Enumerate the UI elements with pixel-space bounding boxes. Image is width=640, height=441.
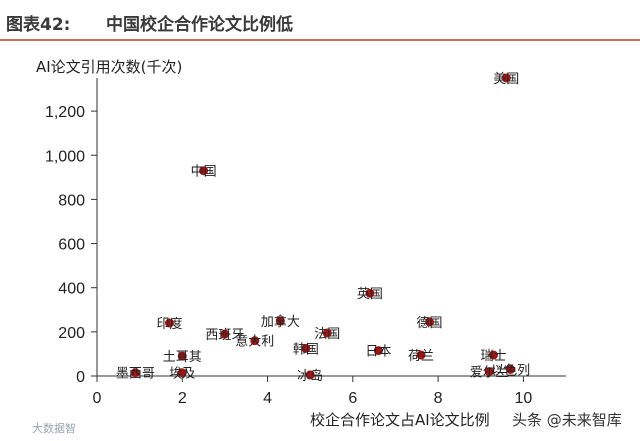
scatter-point <box>501 73 511 83</box>
scatter-point <box>220 329 230 339</box>
y-tick-label: 1,000 <box>45 148 85 165</box>
scatter-point <box>130 368 140 378</box>
scatter-point <box>373 346 383 356</box>
scatter-point <box>177 368 187 378</box>
scatter-point <box>489 350 499 360</box>
point-label: 法国 <box>314 327 340 342</box>
x-tick-label: 10 <box>514 390 532 407</box>
y-ticks: 0 200 400 600 800 1,000 1,200 <box>45 104 97 386</box>
x-ticks: 0 2 4 6 8 10 <box>93 376 532 407</box>
watermark: 头条 @未来智库 <box>512 411 622 429</box>
figure-title: 中国校企合作论文比例低 <box>106 14 293 35</box>
point-label: 美国 <box>493 72 519 87</box>
scatter-point <box>506 364 516 374</box>
scatter-point <box>484 367 494 377</box>
y-tick-label: 200 <box>58 325 85 342</box>
y-tick-label: 800 <box>58 192 85 209</box>
figure-title-prefix: 图表42: <box>6 14 70 35</box>
scatter-point <box>275 316 285 326</box>
x-axis-label: 校企合作论文占AI论文比例 <box>310 411 490 429</box>
scatter-point <box>416 350 426 360</box>
x-tick-label: 4 <box>263 390 272 407</box>
y-tick-label: 0 <box>76 369 85 386</box>
point-label: 日本 <box>365 345 391 360</box>
point-label: 意大利 <box>235 334 274 350</box>
point-label: 中国 <box>191 165 217 180</box>
y-tick-label: 400 <box>58 281 85 298</box>
point-label: 土耳其 <box>163 350 202 365</box>
data-points <box>130 73 516 380</box>
scatter-point <box>425 317 435 327</box>
point-label: 爱尔兰 <box>470 366 509 381</box>
scatter-point <box>199 166 209 176</box>
scatter-point <box>177 351 187 361</box>
x-tick-label: 6 <box>348 390 357 407</box>
point-label: 瑞士 <box>481 349 507 364</box>
scatter-point <box>301 343 311 353</box>
point-label: 墨西哥 <box>116 367 155 382</box>
axes <box>96 78 566 377</box>
x-tick-label: 0 <box>93 390 102 407</box>
x-tick-label: 8 <box>434 390 443 407</box>
y-tick-label: 1,200 <box>45 104 85 121</box>
point-label: 德国 <box>417 316 443 331</box>
point-label: 印度 <box>156 316 182 332</box>
point-label: 韩国 <box>293 342 319 357</box>
scatter-point <box>322 328 332 338</box>
point-label: 西班牙 <box>205 328 244 343</box>
x-tick-label: 2 <box>178 390 187 407</box>
point-label: 英国 <box>357 287 383 302</box>
y-tick-label: 600 <box>58 237 85 254</box>
y-axis-label: AI论文引用次数(千次) <box>36 58 182 76</box>
scatter-point <box>164 318 174 328</box>
scatter-point <box>305 370 315 380</box>
point-label: 以色列 <box>491 362 530 378</box>
point-label: 埃及 <box>169 367 195 382</box>
scatter-point <box>365 288 375 298</box>
point-label: 冰岛 <box>297 368 323 384</box>
scatter-point <box>250 336 260 346</box>
watermark-faint: 大数据智 <box>32 421 76 435</box>
point-label: 荷兰 <box>408 349 434 364</box>
point-label: 加拿大 <box>261 314 300 330</box>
